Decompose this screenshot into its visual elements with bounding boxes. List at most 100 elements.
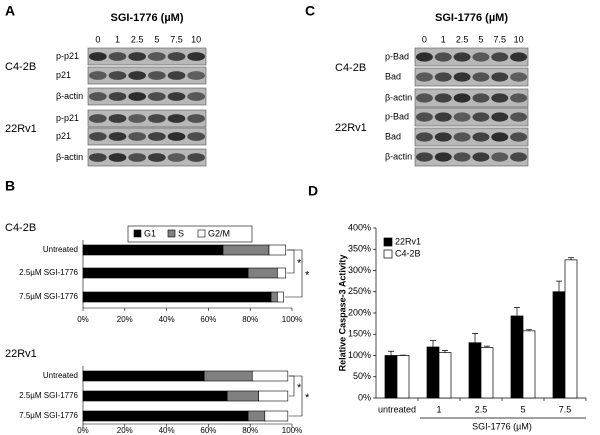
blot-band bbox=[434, 93, 452, 103]
bar bbox=[552, 291, 566, 399]
category-label: 2.5µM SGI-1776 bbox=[19, 268, 78, 277]
dose-label: 2.5 bbox=[131, 34, 144, 44]
panel-label: C bbox=[305, 3, 315, 19]
blot-band bbox=[147, 71, 166, 80]
blot-band bbox=[453, 52, 471, 62]
x-tick-label: 80% bbox=[242, 315, 258, 324]
row-label: p-Bad bbox=[385, 51, 409, 61]
bar-segment bbox=[277, 267, 287, 279]
dose-label: 10 bbox=[191, 34, 201, 44]
row-label: p21 bbox=[56, 131, 71, 141]
blot-band bbox=[453, 112, 471, 122]
row-label: p-Bad bbox=[385, 111, 409, 121]
panel-label: D bbox=[308, 183, 318, 199]
dose-label: 10 bbox=[514, 34, 524, 44]
blot-band bbox=[472, 52, 490, 62]
blot-band bbox=[434, 72, 452, 82]
x-tick-label: 60% bbox=[200, 315, 216, 324]
significance-bracket bbox=[284, 249, 303, 298]
blot-band bbox=[187, 114, 206, 123]
blot-band bbox=[167, 92, 186, 101]
group-title: C4-2B bbox=[5, 222, 36, 234]
significance-mark: * bbox=[305, 269, 310, 281]
blot-band bbox=[88, 132, 107, 141]
dose-label: 7.5 bbox=[493, 34, 506, 44]
blot-band bbox=[491, 132, 509, 142]
x-tick-label: 0% bbox=[77, 315, 89, 324]
blot-band bbox=[167, 52, 186, 61]
cell-line-label: 22Rv1 bbox=[335, 122, 367, 134]
y-axis-label: Relative Caspase-3 Activity bbox=[337, 255, 347, 372]
blot-band bbox=[510, 72, 528, 82]
dose-label: 5 bbox=[478, 34, 483, 44]
bar bbox=[438, 352, 452, 399]
x-tick-label: 40% bbox=[159, 315, 175, 324]
blot-band bbox=[147, 132, 166, 141]
legend-label: G1 bbox=[144, 228, 156, 238]
panel-label: A bbox=[5, 3, 15, 19]
x-tick-label: 1 bbox=[436, 404, 441, 414]
bar bbox=[510, 315, 524, 399]
y-tick-label: 250% bbox=[348, 286, 371, 296]
blot-band bbox=[491, 152, 509, 162]
blot-band bbox=[128, 71, 147, 80]
y-tick-label: 100% bbox=[348, 350, 371, 360]
blot-band bbox=[147, 92, 166, 101]
blot-band bbox=[453, 132, 471, 142]
x-tick-label: untreated bbox=[378, 404, 416, 414]
blot-band bbox=[108, 71, 127, 80]
blot-band bbox=[453, 152, 471, 162]
blot-band bbox=[108, 132, 127, 141]
blot-band bbox=[415, 132, 433, 142]
blot-band bbox=[434, 132, 452, 142]
significance-mark: * bbox=[305, 392, 310, 404]
dose-label: 7.5 bbox=[170, 34, 183, 44]
blot-band bbox=[491, 52, 509, 62]
x-tick-label: 60% bbox=[200, 426, 216, 435]
bar-segment bbox=[270, 291, 278, 303]
category-label: Untreated bbox=[43, 371, 78, 380]
significance-mark: * bbox=[297, 257, 302, 269]
cell-line-label: C4-2B bbox=[335, 62, 366, 74]
x-tick-label: 100% bbox=[282, 426, 302, 435]
bar-segment bbox=[82, 370, 205, 382]
blot-band bbox=[510, 112, 528, 122]
blot-band bbox=[472, 72, 490, 82]
bar bbox=[480, 347, 494, 399]
blot-band bbox=[510, 93, 528, 103]
y-tick-label: 0% bbox=[358, 392, 371, 402]
blot-band bbox=[453, 93, 471, 103]
bar-segment bbox=[82, 291, 272, 303]
legend-swatch bbox=[133, 229, 142, 238]
dose-label: 2.5 bbox=[456, 34, 469, 44]
blot-band bbox=[88, 153, 107, 162]
blot-band bbox=[491, 72, 509, 82]
blot-title: SGI-1776 (µM) bbox=[111, 12, 184, 24]
row-label: p-p21 bbox=[56, 113, 79, 123]
error-bar bbox=[556, 280, 562, 292]
error-bar bbox=[472, 333, 478, 343]
blot-band bbox=[472, 152, 490, 162]
error-bar bbox=[514, 307, 520, 316]
y-tick-label: 400% bbox=[348, 222, 371, 232]
blot-band bbox=[128, 114, 147, 123]
row-label: p21 bbox=[56, 70, 71, 80]
blot-band bbox=[128, 92, 147, 101]
x-tick-label: 100% bbox=[282, 315, 302, 324]
bar-segment bbox=[264, 410, 289, 422]
blot-band bbox=[472, 132, 490, 142]
bar bbox=[426, 346, 440, 399]
blot-band bbox=[108, 153, 127, 162]
bar-segment bbox=[277, 291, 284, 303]
group-title: 22Rv1 bbox=[5, 348, 37, 360]
bar bbox=[384, 355, 398, 399]
blot-band bbox=[415, 112, 433, 122]
legend-label: G2/M bbox=[208, 228, 230, 238]
bar bbox=[468, 342, 482, 399]
blot-band bbox=[187, 132, 206, 141]
error-bar bbox=[388, 350, 394, 356]
blot-band bbox=[108, 52, 127, 61]
blot-band bbox=[472, 112, 490, 122]
row-label: β-actin bbox=[56, 91, 83, 101]
